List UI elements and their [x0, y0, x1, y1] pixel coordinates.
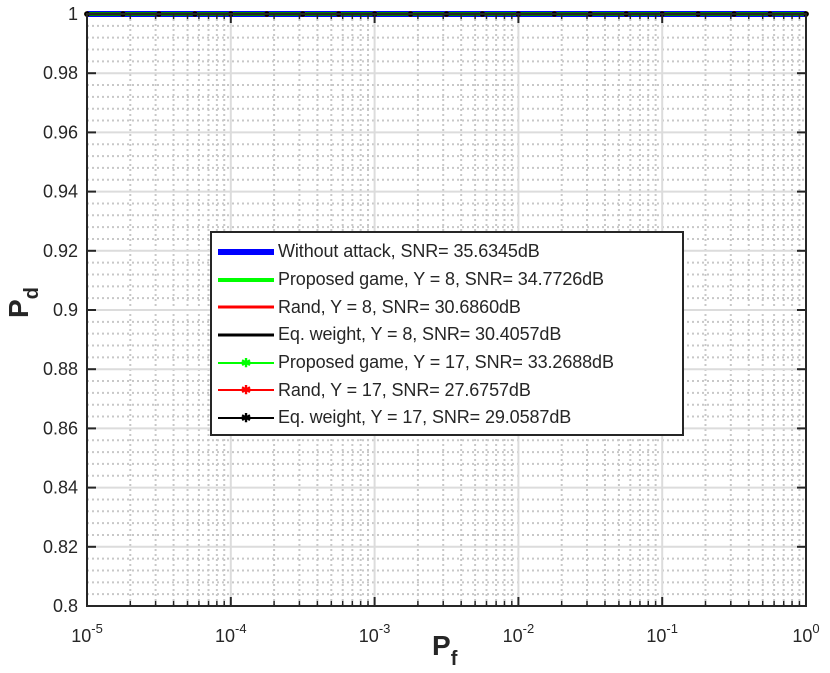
legend-line — [218, 389, 274, 392]
legend-item: ✱ Rand, Y = 17, SNR= 27.6757dB — [212, 376, 682, 404]
legend-star-marker: ✱ — [240, 383, 252, 398]
x-tick-labels: 10-5 10-4 10-3 10-2 10-1 100 — [71, 621, 819, 646]
chart-legend: Without attack, SNR= 35.6345dB Proposed g… — [210, 231, 684, 436]
legend-item: Eq. weight, Y = 8, SNR= 30.4057dB — [212, 321, 682, 349]
y-tick-label: 1 — [68, 4, 78, 24]
legend-item: Rand, Y = 8, SNR= 30.6860dB — [212, 293, 682, 321]
legend-item: Proposed game, Y = 8, SNR= 34.7726dB — [212, 266, 682, 294]
legend-label: Proposed game, Y = 8, SNR= 34.7726dB — [278, 269, 604, 290]
legend-item: Without attack, SNR= 35.6345dB — [212, 238, 682, 266]
x-tick-label: 10-5 — [71, 621, 103, 646]
legend-line — [218, 248, 274, 255]
y-tick-label: 0.98 — [43, 63, 78, 83]
y-tick-label: 0.92 — [43, 241, 78, 261]
y-tick-label: 0.82 — [43, 537, 78, 557]
legend-swatch — [218, 266, 274, 294]
y-tick-label: 0.8 — [53, 596, 78, 616]
y-tick-label: 0.86 — [43, 418, 78, 438]
legend-item: ✱ Proposed game, Y = 17, SNR= 33.2688dB — [212, 349, 682, 377]
y-tick-label: 0.84 — [43, 478, 78, 498]
x-axis-label: Pf — [432, 630, 458, 670]
legend-swatch: ✱ — [218, 376, 274, 404]
legend-label: Proposed game, Y = 17, SNR= 33.2688dB — [278, 352, 614, 373]
legend-swatch: ✱ — [218, 349, 274, 377]
x-tick-label: 10-2 — [503, 621, 535, 646]
legend-line — [218, 416, 274, 419]
y-axis-label: Pd — [3, 287, 43, 318]
legend-label: Eq. weight, Y = 8, SNR= 30.4057dB — [278, 324, 562, 345]
legend-star-marker: ✱ — [240, 410, 252, 425]
legend-label: Rand, Y = 8, SNR= 30.6860dB — [278, 296, 521, 317]
x-tick-label: 10-3 — [359, 621, 391, 646]
legend-label: Without attack, SNR= 35.6345dB — [278, 241, 540, 262]
legend-star-marker: ✱ — [240, 355, 252, 370]
y-tick-label: 0.88 — [43, 359, 78, 379]
y-tick-labels: 0.8 0.82 0.84 0.86 0.88 0.9 0.92 0.94 0.96 0.98 1 — [43, 4, 78, 616]
legend-label: Rand, Y = 17, SNR= 27.6757dB — [278, 379, 531, 400]
y-tick-label: 0.94 — [43, 182, 78, 202]
y-tick-label: 0.9 — [53, 300, 78, 320]
legend-line — [218, 333, 274, 337]
x-tick-label: 100 — [792, 621, 819, 646]
tick-marks — [86, 13, 807, 607]
legend-swatch — [218, 293, 274, 321]
legend-swatch: ✱ — [218, 404, 274, 432]
legend-swatch — [218, 238, 274, 266]
legend-line — [218, 277, 274, 282]
legend-item: ✱ Eq. weight, Y = 17, SNR= 29.0587dB — [212, 404, 682, 432]
x-tick-label: 10-4 — [215, 621, 247, 646]
legend-label: Eq. weight, Y = 17, SNR= 29.0587dB — [278, 407, 572, 428]
legend-line — [218, 361, 274, 364]
legend-line — [218, 305, 274, 309]
x-tick-label: 10-1 — [646, 621, 678, 646]
y-tick-label: 0.96 — [43, 122, 78, 142]
legend-swatch — [218, 321, 274, 349]
